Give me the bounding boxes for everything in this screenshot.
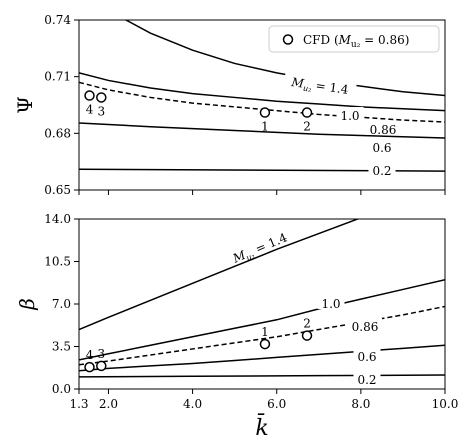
psi-curves [79,20,445,172]
legend-entry: CFD (Mu₂ = 0.86) [303,33,409,50]
curve-label: Mu₂ = 1.4 [283,71,358,99]
point-label: 4 [86,103,94,117]
y-tick-label: 3.5 [52,340,71,354]
beta-cfd-points: 4 3 1 2 [84,317,313,373]
y-tick-label: 14.0 [44,212,71,226]
beta-y-ticks: 0.0 3.5 7.0 10.5 14.0 [44,212,79,396]
legend-box [268,25,440,53]
point-label: 2 [303,317,311,331]
series-line [124,20,445,97]
series-line [79,81,445,123]
svg-text:0.6: 0.6 [357,350,376,364]
psi-curve-labels: Mu₂ = 1.4 1.0 0.86 0.6 0.2 [283,71,400,178]
cfd-point [301,107,313,118]
y-tick-label: 0.65 [44,183,71,197]
point-label: 3 [97,347,105,361]
series-line [79,344,445,372]
x-tick-label: 2.0 [99,397,118,411]
psi-x-ticks [78,190,446,195]
svg-text:0.6: 0.6 [372,141,391,155]
y-tick-label: 7.0 [52,297,71,311]
svg-text:0.2: 0.2 [372,164,391,178]
svg-text:0.86: 0.86 [370,123,397,137]
point-label: 1 [261,120,269,134]
beta-panel: 0.0 3.5 7.0 10.5 14.0 1.3 2.0 4.0 6.0 8.0 10.0 Mu… [15,212,458,439]
x-tick-label: 4.0 [183,397,202,411]
series-line [79,219,360,331]
psi-panel: 0.650.680.710.74 Mu₂ = 1.41.00.860.60.2 … [13,13,446,197]
svg-text:1.0: 1.0 [321,297,340,311]
svg-text:0.86: 0.86 [352,320,379,334]
curve-label: 0.2 [353,371,381,387]
x-tick-label: 10.0 [432,397,459,411]
series-line [79,72,445,112]
series-line [79,278,445,361]
curve-label: Mu₂ = 1.4 [222,224,296,268]
curve-label: 0.6 [353,348,381,364]
cfd-point [84,90,95,101]
point-label: 4 [86,348,94,362]
curve-label: 0.6 [368,139,396,155]
psi-y-ticks: 0.65 0.68 0.71 0.74 [44,13,79,197]
beta-y-axis-label: β [15,298,39,311]
x-tick-label: 6.0 [267,397,286,411]
y-tick-label: 0.68 [44,126,71,140]
curve-label: 1.0 [317,295,345,311]
point-label: 3 [97,104,105,118]
beta-curves [79,219,445,378]
svg-text:Mu₂ = 1.4: Mu₂ = 1.4 [289,75,349,99]
legend: CFD (Mu₂ = 0.86) [268,25,440,53]
svg-text:1.0: 1.0 [340,109,359,123]
point-label: 1 [261,325,269,339]
psi-axes-frame [78,19,446,191]
cfd-point [259,107,271,118]
y-tick-label: 10.5 [44,255,71,269]
point-label: 2 [303,120,311,134]
cfd-point [96,92,107,103]
psi-cfd-points: 4 3 1 2 [84,90,313,134]
legend-marker-icon [282,34,294,45]
beta-x-ticks: 1.3 2.0 4.0 6.0 8.0 10.0 [69,389,458,411]
x-tick-label: 8.0 [351,397,370,411]
curve-label: 0.86 [348,318,382,334]
cfd-point [84,361,95,373]
cfd-point [301,330,313,341]
x-axis-label: k̄ [255,413,268,439]
svg-text:Mu₂ = 1.4: Mu₂ = 1.4 [230,230,290,268]
series-line [79,374,445,378]
curve-label: 1.0 [336,107,364,123]
curve-label: 0.2 [368,162,396,178]
curve-label: 0.86 [366,121,400,137]
y-tick-label: 0.0 [52,382,71,396]
psi-y-axis-label: Ψ [13,96,37,114]
svg-text:0.2: 0.2 [357,373,376,387]
beta-curve-labels: Mu₂ = 1.4 1.0 0.86 0.6 0.2 [222,224,382,387]
series-line [79,122,445,139]
y-tick-label: 0.71 [44,70,71,84]
x-tick-label: 1.3 [69,397,88,411]
cfd-point [259,338,271,350]
cfd-point [96,360,107,372]
y-tick-label: 0.74 [44,13,71,27]
